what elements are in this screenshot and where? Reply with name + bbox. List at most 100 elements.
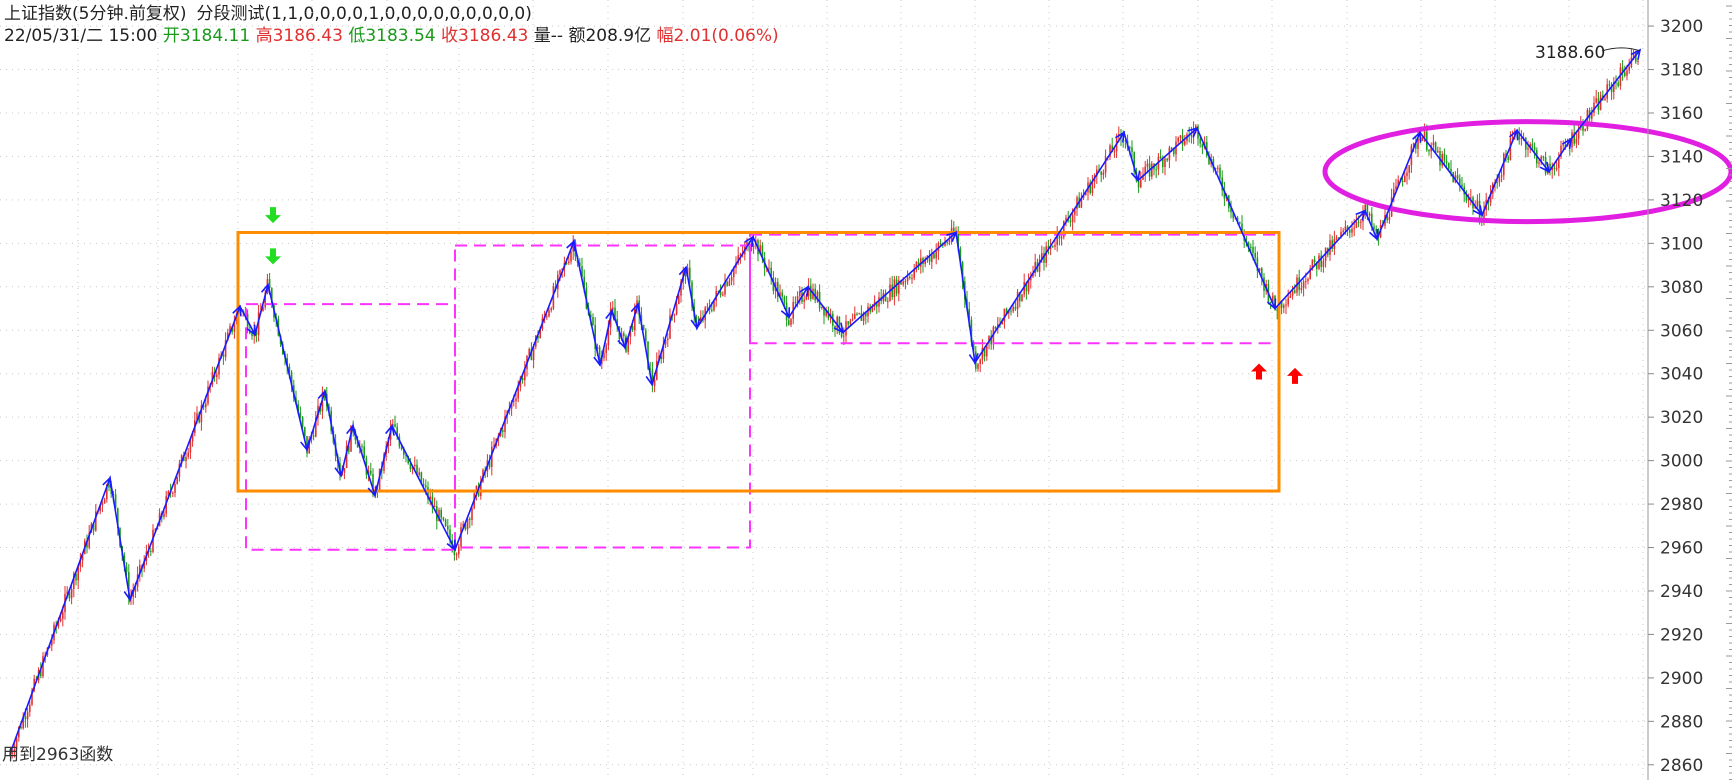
candle-body [301,416,304,428]
candle-body [1397,179,1399,187]
candle-body [189,441,192,453]
zigzag-arrowhead [1509,128,1519,141]
zigzag-arrowhead [744,235,754,247]
candle-body [453,551,456,555]
candle-body [946,241,948,243]
candle-body [1558,156,1560,169]
candle-body [706,306,709,308]
candle-body [348,446,350,452]
zigzag-arrowhead [833,322,845,334]
candle-body [1247,242,1250,247]
candle-body [433,506,436,508]
zigzag-arrowhead [246,324,256,337]
volume-label: 量 [533,26,551,46]
candle-body [345,446,348,469]
dashed-range-box [454,244,751,549]
candle-body [653,379,656,386]
candle-body [1030,276,1032,281]
low-value: 3183.54 [365,26,436,46]
candle-body [865,312,867,317]
candle-body [979,359,981,365]
candle-body [909,276,911,279]
candle-body [1021,294,1023,302]
candle-body [143,560,145,569]
candle-body [1071,214,1074,222]
candle-body [818,291,821,308]
candle-body [1349,229,1351,233]
candle-body [783,296,786,303]
candle-body [871,306,874,312]
candle-body [1168,147,1171,161]
close-value: 3186.43 [458,26,529,46]
candle-body [781,292,783,297]
candle-body [854,313,856,320]
candle-body [768,267,770,269]
candle-body [315,417,317,437]
candle-body [647,341,649,369]
candle-body [1520,137,1523,140]
candle-body [565,262,568,264]
zigzag-arrowhead [317,389,328,402]
candle-body [605,345,607,354]
candle-body [1151,163,1153,177]
candle-body [304,427,306,436]
candle-body [517,387,519,399]
candle-body [1155,169,1157,171]
candle-body [416,464,418,475]
candle-body [308,438,310,454]
candle-body [81,554,84,561]
candle-body [779,292,781,297]
candle-body [200,405,203,423]
zigzag-arrowhead [630,302,641,315]
candle-body [1113,151,1116,153]
candle-body [1386,214,1388,221]
candle-body [664,339,667,345]
candle-body [66,591,68,595]
axis-tick-label: 2880 [1660,712,1703,732]
candle-body [878,297,880,307]
candle-body [957,230,959,249]
candle-body [1175,141,1177,155]
candle-body [1144,166,1146,176]
chart-title: 上证指数(5分钟.前复权) [4,4,187,24]
candle-body [1129,147,1131,149]
candle-body [596,347,599,350]
zigzag-arrowhead [1561,137,1573,150]
candle-body [678,295,680,305]
candle-body [1014,307,1017,309]
candle-body [22,716,24,729]
axis-tick-label: 2860 [1660,756,1703,776]
change-value: 2.01(0.06%) [673,26,779,46]
candle-body [1406,172,1408,176]
candle-body [805,296,808,300]
candle-body [1619,67,1622,86]
candle-body [1496,182,1498,184]
candle-body [1476,200,1479,206]
chart-overlays [236,119,1732,551]
candle-body [1258,268,1261,271]
candle-body [1364,204,1366,213]
chart-title-line: 上证指数(5分钟.前复权) 分段测试(1,1,0,0,0,0,1,0,0,0,0,… [4,4,532,25]
candle-body [862,312,865,321]
candle-body [196,413,198,421]
candle-body [1034,262,1036,274]
candle-body [114,494,117,509]
candle-body [1280,301,1283,308]
candle-body [86,540,88,548]
candle-body [70,588,73,599]
candle-body [623,333,625,337]
candle-body [1434,142,1437,153]
candle-body [1615,82,1617,84]
candle-body [455,554,458,556]
candle-body [1124,140,1127,142]
candle-body [1003,308,1006,322]
zigzag-arrowhead [1355,209,1367,221]
zigzag-arrowhead [799,285,809,297]
candle-body [1241,223,1243,233]
candle-body [1637,60,1639,62]
candle-body [847,321,849,325]
candle-body [1272,295,1274,303]
candle-body [1223,190,1226,199]
candle-body [902,281,904,285]
